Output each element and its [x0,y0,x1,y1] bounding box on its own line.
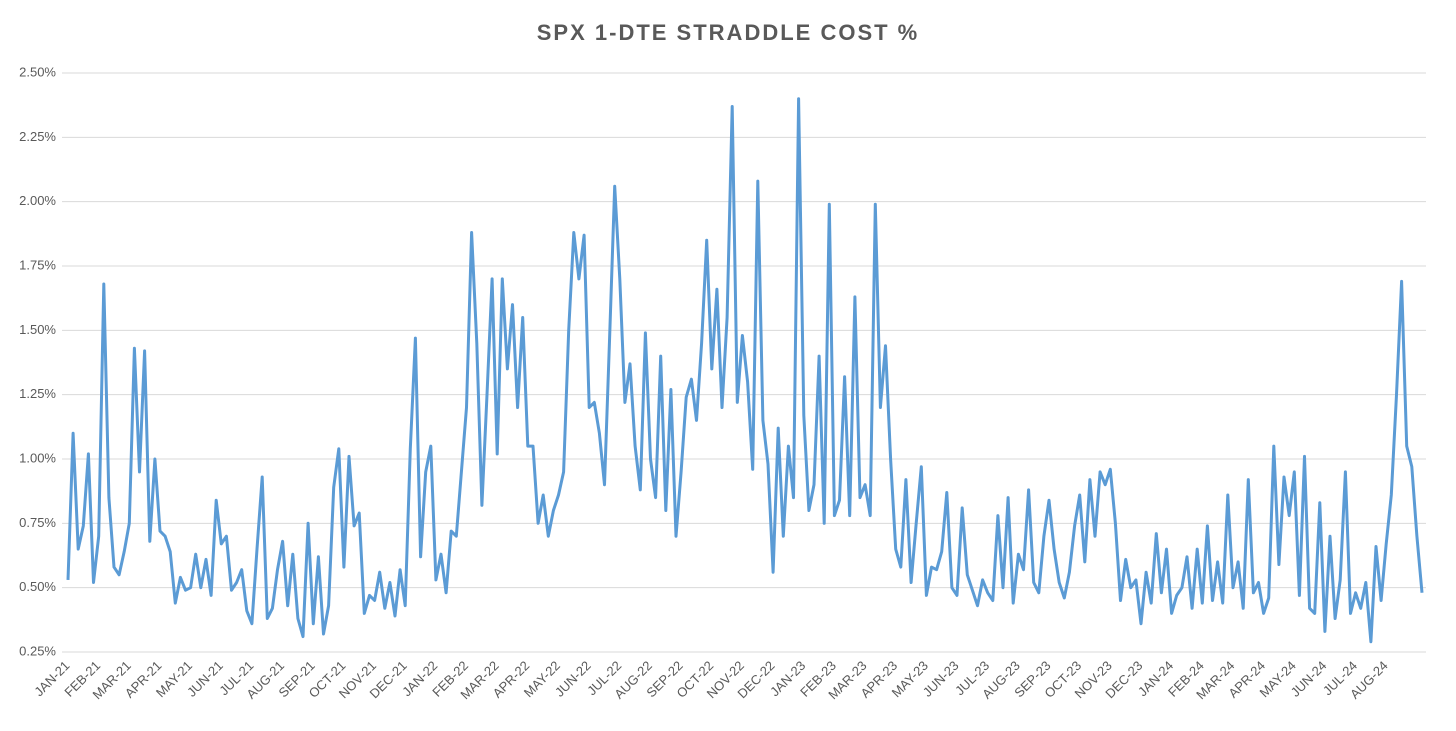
y-tick-label: 1.25% [19,386,56,401]
y-tick-label: 2.50% [19,64,56,79]
y-tick-label: 1.75% [19,257,56,272]
y-tick-label: 0.75% [19,515,56,530]
y-tick-label: 2.25% [19,129,56,144]
y-tick-label: 0.25% [19,643,56,658]
y-tick-label: 2.00% [19,193,56,208]
y-tick-label: 1.50% [19,322,56,337]
data-line [66,97,1424,644]
chart-title: SPX 1-DTE STRADDLE COST % [537,20,919,45]
y-tick-label: 1.00% [19,450,56,465]
y-tick-label: 0.50% [19,579,56,594]
